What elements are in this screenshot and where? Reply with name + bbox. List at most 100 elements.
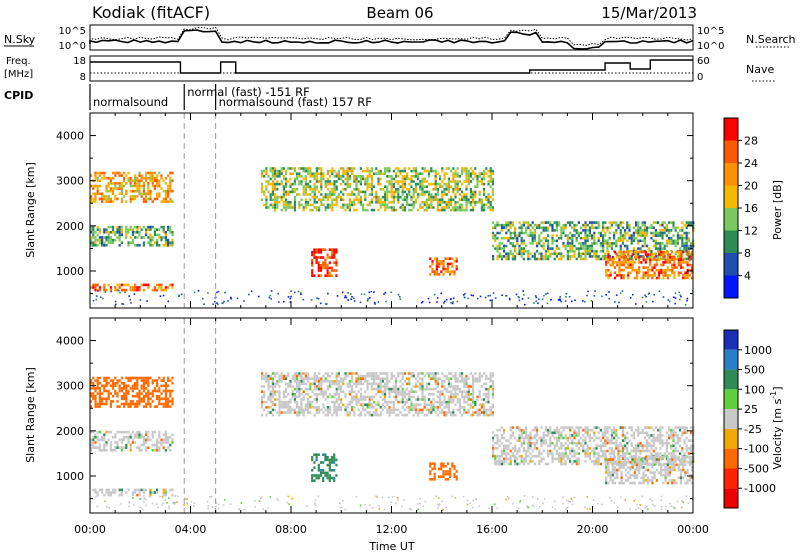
velocity-cbar-tick-4: -25 [744, 423, 762, 436]
velocity-cbar-label-end: ] [771, 386, 784, 390]
velocity-noise-speckle [95, 495, 693, 510]
velocity-cbar-swatch-4 [724, 409, 738, 429]
power-y-axis: 4000 3000 2000 1000 [56, 113, 693, 294]
nsearch-tick-top: 10^5 [697, 26, 724, 37]
beam-title: Beam 06 [366, 4, 433, 22]
power-ylabel: Slant Range [km] [24, 162, 37, 258]
velocity-cbar-tick-7: -1000 [744, 482, 776, 495]
velocity-ytick-3000: 3000 [56, 380, 84, 393]
freq-trace [90, 60, 693, 73]
velocity-echo-region-6 [492, 426, 694, 465]
power-cbar-tick-1: 24 [744, 157, 758, 170]
velocity-cbar-label-main: Velocity [m s [771, 398, 784, 469]
power-echo-region-2 [90, 284, 174, 292]
nsky-trace [90, 30, 693, 49]
velocity-cbar-tick-2: 100 [744, 383, 765, 396]
power-echo-region-0 [90, 172, 174, 203]
power-cbar-swatch-7 [724, 276, 738, 299]
power-cbar-label: Power [dB] [771, 180, 784, 240]
velocity-echo-region-1 [90, 431, 174, 452]
nsky-label: N.Sky [4, 33, 36, 46]
station-title: Kodiak (fitACF) [92, 3, 210, 22]
power-cbar-tick-2: 20 [744, 180, 758, 193]
velocity-cbar-swatch-7 [724, 468, 738, 488]
velocity-cbar-swatch-1 [724, 350, 738, 370]
power-cbar-tick-5: 8 [744, 247, 751, 260]
velocity-ytick-1000: 1000 [56, 470, 84, 483]
velocity-cbar-swatch-3 [724, 389, 738, 409]
velocity-cbar-swatch-0 [724, 330, 738, 350]
power-cbar-tick-4: 12 [744, 225, 758, 238]
x-tick-2: 08:00 [275, 523, 307, 536]
velocity-echo-region-3 [261, 372, 494, 416]
power-cbar-swatch-0 [724, 118, 738, 141]
velocity-cbar-tick-6: -500 [744, 462, 769, 475]
power-echo-region-3 [261, 167, 494, 211]
freq-label-1: Freq. [6, 56, 31, 67]
power-colorbar: 28 24 20 16 12 8 4 [724, 118, 758, 298]
freq-tick-top: 18 [73, 56, 86, 67]
power-cbar-swatch-4 [724, 208, 738, 231]
freq-label-2: [MHz] [4, 69, 33, 80]
cpid-segment-2: normalsound (fast) 157 RF [219, 95, 372, 109]
power-ytick-3000: 3000 [56, 175, 84, 188]
freq-traces [90, 60, 693, 73]
velocity-cbar-label-exp: -1 [769, 391, 778, 399]
velocity-cbar-swatch-5 [724, 429, 738, 449]
velocity-echo-region-4 [311, 453, 337, 482]
power-noise-speckle [93, 290, 694, 306]
power-ytick-4000: 4000 [56, 130, 84, 143]
x-tick-3: 12:00 [376, 523, 408, 536]
velocity-echo-region-5 [429, 462, 458, 480]
nave-tick-top: 60 [697, 56, 710, 67]
power-cbar-tick-0: 28 [744, 135, 758, 148]
velocity-cbar-tick-3: 25 [744, 403, 758, 416]
power-cbar-tick-6: 4 [744, 270, 751, 283]
velocity-cbar-swatch-8 [724, 488, 738, 508]
power-cbar-swatch-3 [724, 186, 738, 209]
velocity-echo-region-0 [90, 377, 174, 408]
cpid-segment-0: normalsound [93, 95, 168, 109]
nave-label: Nave [746, 63, 774, 76]
power-cbar-tick-3: 16 [744, 202, 758, 215]
power-ytick-1000: 1000 [56, 265, 84, 278]
x-tick-0: 00:00 [74, 523, 106, 536]
velocity-cbar-tick-1: 500 [744, 364, 765, 377]
velocity-echo-region-2 [92, 489, 173, 497]
power-echo-region-7 [605, 251, 693, 280]
velocity-cbar-tick-0: 1000 [744, 344, 772, 357]
x-tick-4: 16:00 [476, 523, 508, 536]
velocity-cbar-tick-5: -100 [744, 443, 769, 456]
velocity-cbar-label: Velocity [m s-1] [769, 386, 784, 469]
nsearch-label: N.Search [746, 33, 796, 46]
velocity-cbar-swatch-6 [724, 449, 738, 469]
nsearch-tick-bottom: 10^0 [697, 41, 724, 52]
velocity-ytick-4000: 4000 [56, 335, 84, 348]
power-cbar-swatch-5 [724, 231, 738, 254]
velocity-heatmap [90, 318, 694, 513]
x-tick-6: 00:00 [677, 523, 709, 536]
power-echo-region-5 [429, 257, 458, 275]
velocity-ytick-2000: 2000 [56, 425, 84, 438]
x-axis-label: Time UT [368, 540, 414, 553]
x-tick-5: 20:00 [577, 523, 609, 536]
nsky-traces [90, 27, 693, 49]
power-echo-region-1 [90, 226, 174, 247]
power-echo-region-4 [311, 248, 337, 277]
power-ytick-2000: 2000 [56, 220, 84, 233]
nsky-tick-top: 10^5 [59, 26, 86, 37]
nave-tick-bottom: 0 [697, 72, 703, 83]
x-tick-1: 04:00 [175, 523, 207, 536]
date-title: 15/Mar/2013 [601, 4, 697, 22]
cpid-label: CPID [4, 89, 33, 102]
power-cbar-swatch-6 [724, 253, 738, 276]
velocity-ylabel: Slant Range [km] [24, 367, 37, 463]
velocity-panel-frame [90, 318, 693, 513]
velocity-colorbar: 1000 500 100 25 -25 -100 -500 -1000 [724, 330, 776, 508]
freq-tick-bottom: 8 [80, 72, 86, 83]
power-cbar-swatch-2 [724, 163, 738, 186]
power-heatmap [90, 113, 694, 308]
